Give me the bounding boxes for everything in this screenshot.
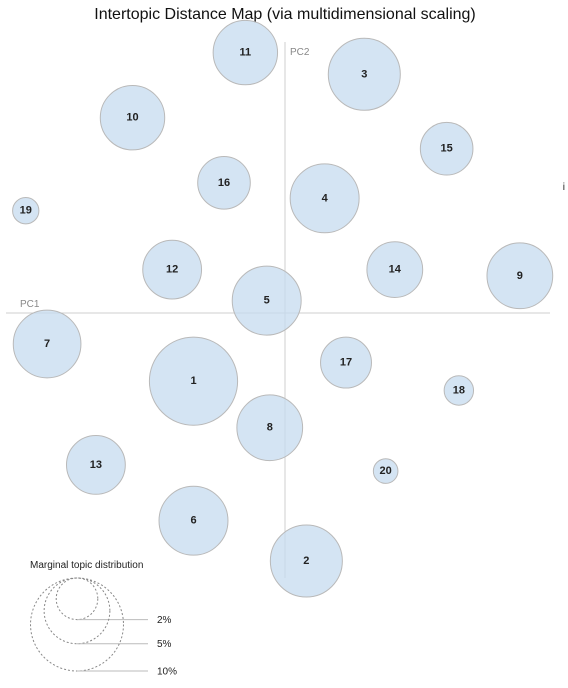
topic-bubble-15[interactable]: 15 <box>419 121 474 176</box>
topic-bubble-8[interactable]: 8 <box>236 394 304 462</box>
topic-circle-11[interactable] <box>212 19 279 86</box>
topic-label-2: 2 <box>303 555 309 567</box>
legend-label-5pct: 5% <box>157 639 172 650</box>
topic-label-16: 16 <box>218 177 230 189</box>
topic-circle-5[interactable] <box>231 265 302 336</box>
topic-circle-3[interactable] <box>327 37 401 111</box>
topic-label-1: 1 <box>190 375 196 387</box>
topic-circle-7[interactable] <box>12 309 82 379</box>
chart-title: Intertopic Distance Map (via multidimens… <box>94 6 476 23</box>
topic-circle-10[interactable] <box>99 84 166 151</box>
topic-label-11: 11 <box>240 47 252 59</box>
topic-label-10: 10 <box>126 112 138 124</box>
topic-label-19: 19 <box>20 205 32 217</box>
topic-circle-15[interactable] <box>419 121 474 176</box>
legend-circle-5pct <box>43 577 111 645</box>
topic-bubble-18[interactable]: 18 <box>443 375 475 406</box>
topic-bubble-7[interactable]: 7 <box>12 309 82 379</box>
topic-label-8: 8 <box>267 422 273 434</box>
topic-circle-20[interactable] <box>372 458 399 484</box>
topic-circle-8[interactable] <box>236 394 304 462</box>
topic-label-20: 20 <box>380 465 392 477</box>
topic-bubble-10[interactable]: 10 <box>99 84 166 151</box>
topic-bubble-19[interactable]: 19 <box>12 197 40 225</box>
topic-bubble-16[interactable]: 16 <box>197 156 251 210</box>
topic-bubble-14[interactable]: 14 <box>366 241 424 298</box>
topic-bubble-2[interactable]: 2 <box>269 524 343 598</box>
pc2-axis-label: PC2 <box>290 47 310 58</box>
topic-label-6: 6 <box>190 515 196 527</box>
topic-circle-2[interactable] <box>269 524 343 598</box>
topic-bubble-6[interactable]: 6 <box>158 485 229 556</box>
topic-bubble-4[interactable]: 4 <box>289 163 360 234</box>
topic-label-4: 4 <box>322 192 329 204</box>
legend-circle-10pct <box>30 577 124 672</box>
topic-label-5: 5 <box>264 295 270 307</box>
topic-bubble-20[interactable]: 20 <box>372 458 399 484</box>
topic-circle-14[interactable] <box>366 241 424 298</box>
pc1-axis-label: PC1 <box>20 299 40 310</box>
topic-circle-1[interactable] <box>148 336 239 426</box>
topic-bubble-3[interactable]: 3 <box>327 37 401 111</box>
legend-label-10pct: 10% <box>157 666 177 677</box>
legend-circle-2pct <box>55 577 99 621</box>
topic-bubble-13[interactable]: 13 <box>66 435 126 495</box>
topic-bubble-9[interactable]: 9 <box>486 242 554 310</box>
edge-mark: i <box>563 182 565 193</box>
topic-bubble-12[interactable]: 12 <box>142 239 203 300</box>
legend: Marginal topic distribution 2% 5% 10% <box>30 560 177 677</box>
topic-circle-17[interactable] <box>320 336 372 389</box>
topic-circle-4[interactable] <box>289 163 360 234</box>
topic-label-12: 12 <box>166 264 178 276</box>
topic-circle-13[interactable] <box>66 435 126 495</box>
topic-label-13: 13 <box>90 459 102 471</box>
topic-circle-6[interactable] <box>158 485 229 556</box>
topic-circle-19[interactable] <box>12 197 40 225</box>
topic-bubble-5[interactable]: 5 <box>231 265 302 336</box>
topic-label-18: 18 <box>453 385 465 397</box>
topic-bubble-11[interactable]: 11 <box>212 19 279 86</box>
topic-label-7: 7 <box>44 338 50 350</box>
topic-circle-9[interactable] <box>486 242 554 310</box>
legend-label-2pct: 2% <box>157 615 172 626</box>
topic-label-3: 3 <box>361 68 367 80</box>
topic-label-14: 14 <box>389 264 402 276</box>
topic-bubble-17[interactable]: 17 <box>320 336 372 389</box>
topic-label-9: 9 <box>517 270 523 282</box>
topic-circle-18[interactable] <box>443 375 475 406</box>
topic-bubble-1[interactable]: 1 <box>148 336 239 426</box>
topic-label-17: 17 <box>340 357 352 369</box>
topic-circle-12[interactable] <box>142 239 203 300</box>
topic-circle-16[interactable] <box>197 156 251 210</box>
legend-title: Marginal topic distribution <box>30 560 143 571</box>
topic-label-15: 15 <box>441 143 453 155</box>
